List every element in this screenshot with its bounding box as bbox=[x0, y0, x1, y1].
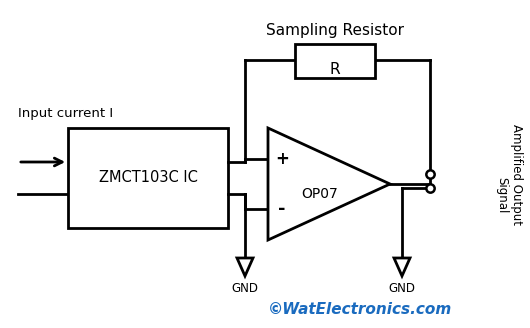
Text: GND: GND bbox=[388, 282, 416, 295]
Bar bbox=[68, 128, 228, 228]
Text: ©WatElectronics.com: ©WatElectronics.com bbox=[268, 302, 452, 318]
Text: Signal: Signal bbox=[496, 177, 508, 213]
Polygon shape bbox=[237, 258, 253, 276]
Text: Amplified Output: Amplified Output bbox=[509, 125, 523, 226]
Text: -: - bbox=[278, 200, 286, 218]
Polygon shape bbox=[268, 128, 390, 240]
Text: Input current I: Input current I bbox=[18, 108, 113, 120]
Text: Sampling Resistor: Sampling Resistor bbox=[266, 23, 404, 37]
Bar bbox=[295, 44, 375, 78]
Text: ZMCT103C IC: ZMCT103C IC bbox=[99, 171, 198, 186]
Text: OP07: OP07 bbox=[302, 187, 338, 201]
Text: +: + bbox=[275, 150, 289, 168]
Polygon shape bbox=[394, 258, 410, 276]
Text: R: R bbox=[330, 63, 340, 77]
Text: GND: GND bbox=[232, 282, 259, 295]
